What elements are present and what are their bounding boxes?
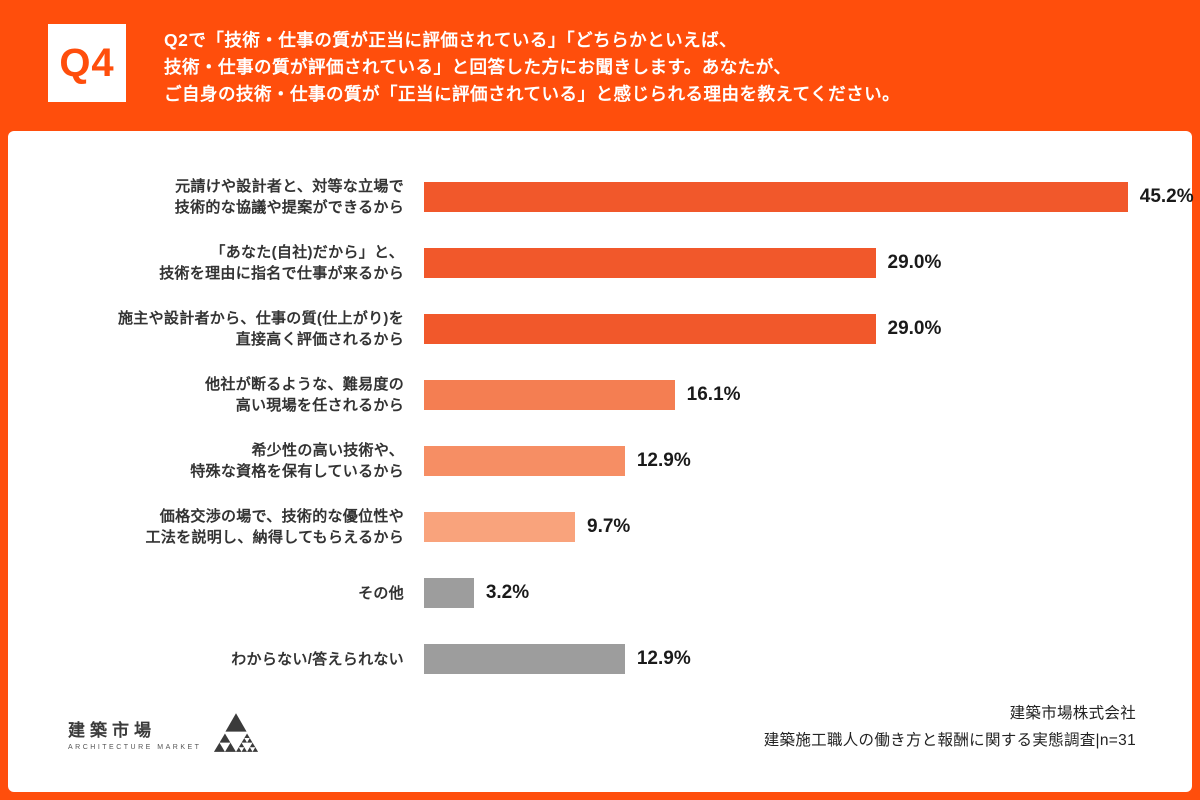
bar — [424, 446, 625, 477]
card-footer: 建築市場 ARCHITECTURE MARKET — [52, 701, 1148, 768]
question-title-line: ご自身の技術・仕事の質が「正当に評価されている」と感じられる理由を教えてください… — [164, 84, 901, 105]
bar-value-label: 16.1% — [686, 384, 741, 406]
bar-track: 45.2% — [424, 182, 1194, 213]
bar-value-label: 45.2% — [1139, 186, 1194, 208]
logo-wordmark: 建築市場 — [68, 720, 156, 740]
bar-category-label: 元請けや設計者と、対等な立場で 技術的な協議や提案ができるから — [174, 177, 404, 217]
bar-category-label: わからない/答えられない — [231, 650, 404, 668]
bar-value-label: 29.0% — [887, 318, 942, 340]
bar-track: 29.0% — [424, 314, 1148, 345]
bar-row: その他 3.2% — [52, 567, 1148, 619]
bar-track: 3.2% — [424, 578, 1148, 609]
bar-track: 9.7% — [424, 512, 1148, 543]
bar-rows: 元請けや設計者と、対等な立場で 技術的な協議や提案ができるから 45.2% 「あなた(… — [52, 171, 1194, 699]
bar-value-label: 29.0% — [887, 252, 942, 274]
bar-track: 12.9% — [424, 644, 1148, 675]
company-name: 建築市場株式会社 — [1009, 705, 1136, 723]
question-title: Q2で「技術・仕事の質が正当に評価されている」「どちらかといえば、 技術・仕事の… — [164, 24, 900, 108]
question-title-line: 技術・仕事の質が評価されている」と回答した方にお聞きします。あなたが、 — [164, 57, 792, 78]
header: Q4 Q2で「技術・仕事の質が正当に評価されている」「どちらかといえば、 技術・… — [8, 0, 1192, 131]
bar-category-label: その他 — [358, 584, 404, 602]
bar — [424, 182, 1128, 213]
bar-value-label: 12.9% — [636, 648, 691, 670]
bar-row: 施主や設計者から、仕事の質(仕上がり)を 直接高く評価されるから 29.0% — [52, 303, 1148, 355]
bar — [424, 578, 474, 609]
survey-credits: 建築市場株式会社 建築施工職人の働き方と報酬に関する実態調査|n=31 — [764, 701, 1136, 754]
bar-row: 「あなた(自社)だから」と、 技術を理由に指名で仕事が来るから 29.0% — [52, 237, 1148, 289]
question-badge-label: Q4 — [59, 40, 115, 85]
bar-category-label: 施主や設計者から、仕事の質(仕上がり)を 直接高く評価されるから — [118, 309, 404, 349]
bar — [424, 644, 625, 675]
question-badge: Q4 — [48, 24, 126, 102]
bar-row: 元請けや設計者と、対等な立場で 技術的な協議や提案ができるから 45.2% — [52, 171, 1194, 223]
bar-row: わからない/答えられない 12.9% — [52, 633, 1148, 685]
bar-row: 価格交渉の場で、技術的な優位性や 工法を説明し、納得してもらえるから 9.7% — [52, 501, 1148, 553]
chart-card: 元請けや設計者と、対等な立場で 技術的な協議や提案ができるから 45.2% 「あなた(… — [8, 131, 1194, 792]
bar-category-label: 希少性の高い技術や、 特殊な資格を保有しているから — [190, 441, 404, 481]
bar-category-label: 価格交渉の場で、技術的な優位性や 工法を説明し、納得してもらえるから — [145, 507, 404, 547]
logo-triangle-icon — [214, 713, 259, 752]
bar-category-label: 他社が断るような、難易度の 高い現場を任されるから — [205, 375, 404, 415]
survey-name: 建築施工職人の働き方と報酬に関する実態調査|n=31 — [763, 731, 1136, 749]
bar — [424, 512, 576, 543]
bar-track: 12.9% — [424, 446, 1148, 477]
bar — [424, 314, 876, 345]
bar-value-label: 9.7% — [587, 516, 631, 538]
bar — [424, 380, 675, 411]
bar — [424, 248, 876, 279]
bar-value-label: 3.2% — [485, 582, 530, 604]
bar-category-label: 「あなた(自社)だから」と、 技術を理由に指名で仕事が来るから — [159, 243, 404, 283]
bar-value-label: 12.9% — [636, 450, 691, 472]
bar-row: 他社が断るような、難易度の 高い現場を任されるから 16.1% — [52, 369, 1148, 421]
question-title-line: Q2で「技術・仕事の質が正当に評価されている」「どちらかといえば、 — [164, 30, 738, 50]
logo-text: 建築市場 ARCHITECTURE MARKET — [68, 716, 201, 751]
logo-subtitle: ARCHITECTURE MARKET — [68, 743, 202, 751]
company-logo: 建築市場 ARCHITECTURE MARKET — [68, 712, 259, 754]
bar-track: 16.1% — [424, 380, 1148, 411]
bar-row: 希少性の高い技術や、 特殊な資格を保有しているから 12.9% — [52, 435, 1148, 487]
bar-track: 29.0% — [424, 248, 1148, 279]
